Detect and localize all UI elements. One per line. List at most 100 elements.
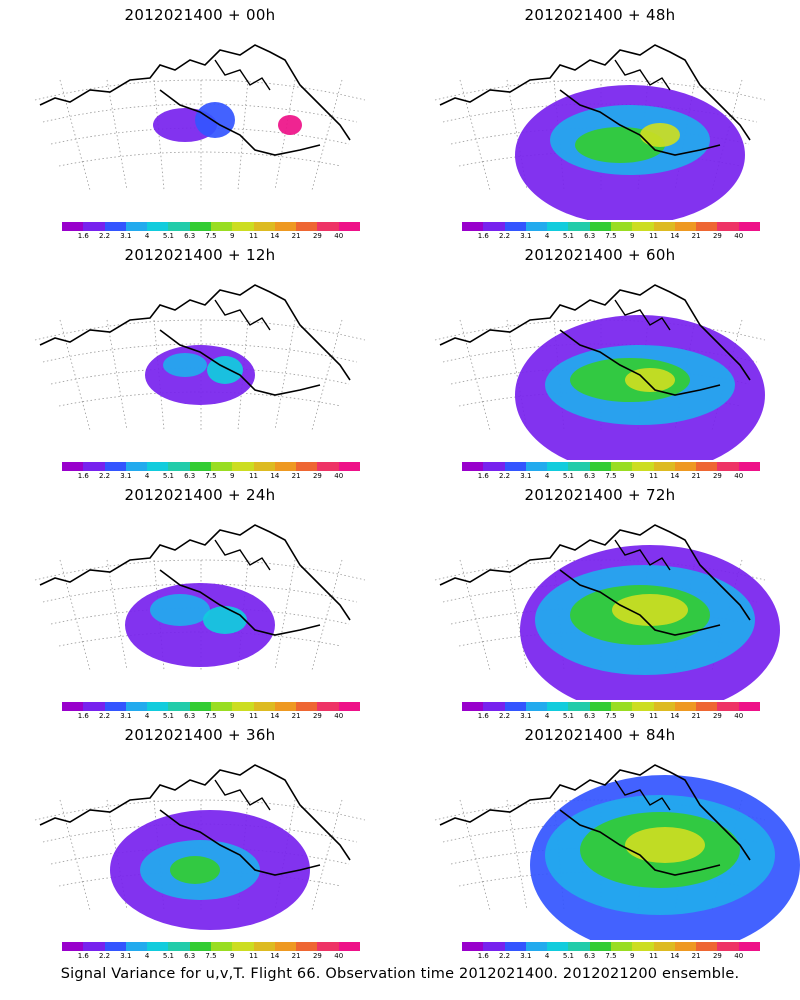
map-panel: 2012021400 + 48h 1.6 2.2 3.1 4 5.1 6.3 7.5 9 11 14… [400, 0, 800, 240]
legend-swatch [317, 942, 339, 951]
legend-swatch [253, 702, 275, 711]
color-scale-legend: 1.6 2.2 3.1 4 5.1 6.3 7.5 9 11 14 21 29 40 [62, 942, 360, 960]
legend-label: 2.2 [498, 712, 511, 720]
legend-swatch [568, 702, 590, 711]
legend-swatch [189, 462, 211, 471]
legend-label: 29 [712, 712, 722, 720]
legend-swatch [462, 702, 484, 711]
legend-swatch [232, 942, 254, 951]
legend-label: 9 [630, 232, 635, 240]
panel-title: 2012021400 + 84h [524, 726, 676, 744]
legend-label: 9 [630, 472, 635, 480]
legend-swatch [168, 222, 190, 231]
legend-swatch [717, 702, 739, 711]
legend-swatch [653, 702, 675, 711]
legend-label: 2.2 [98, 232, 111, 240]
legend-label: 14 [670, 472, 680, 480]
legend-label: 11 [249, 712, 259, 720]
legend-swatch [125, 702, 148, 711]
legend-swatch [632, 462, 654, 471]
legend-swatch [189, 702, 211, 711]
legend-swatch [147, 222, 169, 231]
legend-label: 14 [670, 712, 680, 720]
map-panel: 2012021400 + 24h 1.6 2.2 3.1 4 5.1 6.3 7.5 9 11 14… [0, 480, 400, 720]
legend-label: 7.5 [605, 952, 617, 960]
legend-label: 6.3 [584, 472, 596, 480]
legend-label: 11 [249, 472, 259, 480]
legend-swatch [653, 462, 675, 471]
legend-label: 1.6 [477, 472, 489, 480]
legend-swatch [696, 222, 718, 231]
legend-swatch [504, 462, 526, 471]
color-scale-legend: 1.6 2.2 3.1 4 5.1 6.3 7.5 9 11 14 21 29 40 [62, 462, 360, 480]
legend-swatch [147, 942, 169, 951]
legend-swatch [232, 702, 254, 711]
legend-label: 5.1 [562, 472, 574, 480]
legend-swatch [547, 942, 569, 951]
color-scale-legend: 1.6 2.2 3.1 4 5.1 6.3 7.5 9 11 14 21 29 40 [62, 702, 360, 720]
legend-label: 4 [544, 232, 550, 240]
legend-label: 2.2 [98, 472, 111, 480]
legend-swatch [147, 462, 169, 471]
legend-label: 5.1 [562, 712, 574, 720]
legend-label: 40 [734, 232, 744, 240]
legend-swatch [296, 942, 318, 951]
legend-label: 40 [734, 952, 744, 960]
legend-swatch [232, 222, 254, 231]
legend-label: 9 [230, 952, 235, 960]
legend-swatch [674, 702, 697, 711]
legend-swatch [62, 462, 84, 471]
legend-swatch [317, 462, 339, 471]
legend-swatch [738, 702, 760, 711]
legend-label: 1.6 [477, 712, 489, 720]
legend-swatch [253, 942, 275, 951]
legend-label: 29 [712, 472, 722, 480]
legend-label: 2.2 [98, 952, 111, 960]
legend-swatch [738, 222, 760, 231]
legend-swatch [717, 462, 739, 471]
legend-swatch [104, 462, 126, 471]
legend-swatch [525, 942, 548, 951]
legend-swatch [610, 942, 633, 951]
legend-swatch [568, 942, 590, 951]
legend-label: 1.6 [477, 232, 489, 240]
legend-label: 14 [270, 952, 280, 960]
legend-label: 7.5 [605, 712, 617, 720]
legend-swatch [125, 222, 148, 231]
legend-swatch [696, 702, 718, 711]
legend-swatch [632, 222, 654, 231]
color-scale-legend: 1.6 2.2 3.1 4 5.1 6.3 7.5 9 11 14 21 29 40 [462, 462, 760, 480]
legend-swatch [274, 462, 297, 471]
legend-swatch [104, 222, 126, 231]
polar-map [434, 764, 800, 940]
legend-swatch [589, 702, 611, 711]
legend-label: 29 [312, 472, 322, 480]
legend-swatch [568, 222, 590, 231]
legend-swatch [462, 942, 484, 951]
legend-swatch [547, 462, 569, 471]
legend-swatch [62, 702, 84, 711]
panel-title: 2012021400 + 24h [124, 486, 276, 504]
legend-swatch [317, 222, 339, 231]
legend-swatch [483, 462, 505, 471]
legend-label: 7.5 [205, 712, 217, 720]
color-scale-legend: 1.6 2.2 3.1 4 5.1 6.3 7.5 9 11 14 21 29 40 [462, 942, 760, 960]
legend-swatch [125, 942, 148, 951]
legend-swatch [653, 942, 675, 951]
legend-label: 9 [630, 952, 635, 960]
legend-label: 6.3 [184, 232, 196, 240]
legend-swatch [589, 942, 611, 951]
legend-label: 2.2 [498, 232, 511, 240]
legend-swatch [62, 942, 84, 951]
legend-label: 1.6 [77, 952, 89, 960]
legend-label: 3.1 [120, 472, 132, 480]
legend-label: 14 [670, 952, 680, 960]
legend-label: 4 [544, 712, 550, 720]
legend-swatch [547, 702, 569, 711]
legend-label: 1.6 [77, 472, 89, 480]
legend-swatch [674, 942, 697, 951]
legend-label: 21 [291, 472, 301, 480]
legend-label: 9 [230, 232, 235, 240]
legend-swatch [525, 222, 548, 231]
legend-swatch [168, 462, 190, 471]
